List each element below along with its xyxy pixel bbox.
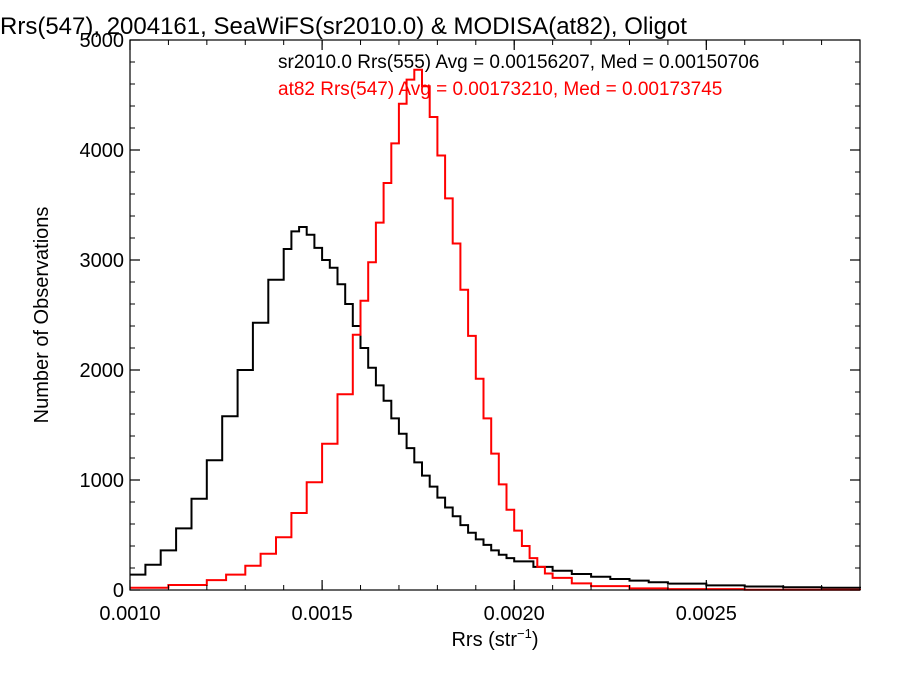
y-tick-label: 2000 xyxy=(80,360,125,382)
y-tick-label: 3000 xyxy=(80,250,125,272)
series-line-1 xyxy=(130,68,861,591)
x-tick-label: 0.0025 xyxy=(676,603,737,625)
x-axis-label-end: ) xyxy=(532,629,539,651)
y-tick-label: 5000 xyxy=(80,30,125,52)
y-tick-label: 4000 xyxy=(80,140,125,162)
x-axis-ticks: 0.0010 0.0015 0.0020 0.0025 xyxy=(99,40,861,625)
x-tick-label: 0.0010 xyxy=(99,603,160,625)
y-axis-label: Number of Observations xyxy=(31,207,53,424)
chart-title: Rrs(547), 2004161, SeaWiFS(sr2010.0) & M… xyxy=(0,13,687,40)
legend-entry-at82: at82 Rrs(547) Avg = 0.00173210, Med = 0.… xyxy=(278,79,722,100)
plot-series-group xyxy=(130,68,861,591)
x-axis-label-superscript: −1 xyxy=(517,626,532,641)
series-line-0 xyxy=(130,226,861,589)
y-tick-label: 1000 xyxy=(80,470,125,492)
x-axis-label: Rrs (str−1) xyxy=(451,626,538,651)
x-axis-label-main: Rrs (str xyxy=(451,629,517,651)
plot-frame xyxy=(129,39,861,591)
legend-entry-sr2010: sr2010.0 Rrs(555) Avg = 0.00156207, Med … xyxy=(278,52,759,73)
x-tick-label: 0.0015 xyxy=(292,603,353,625)
y-axis-ticks: 0 1000 2000 3000 4000 5000 xyxy=(80,30,860,602)
x-tick-label: 0.0020 xyxy=(484,603,545,625)
y-tick-label: 0 xyxy=(113,580,124,602)
